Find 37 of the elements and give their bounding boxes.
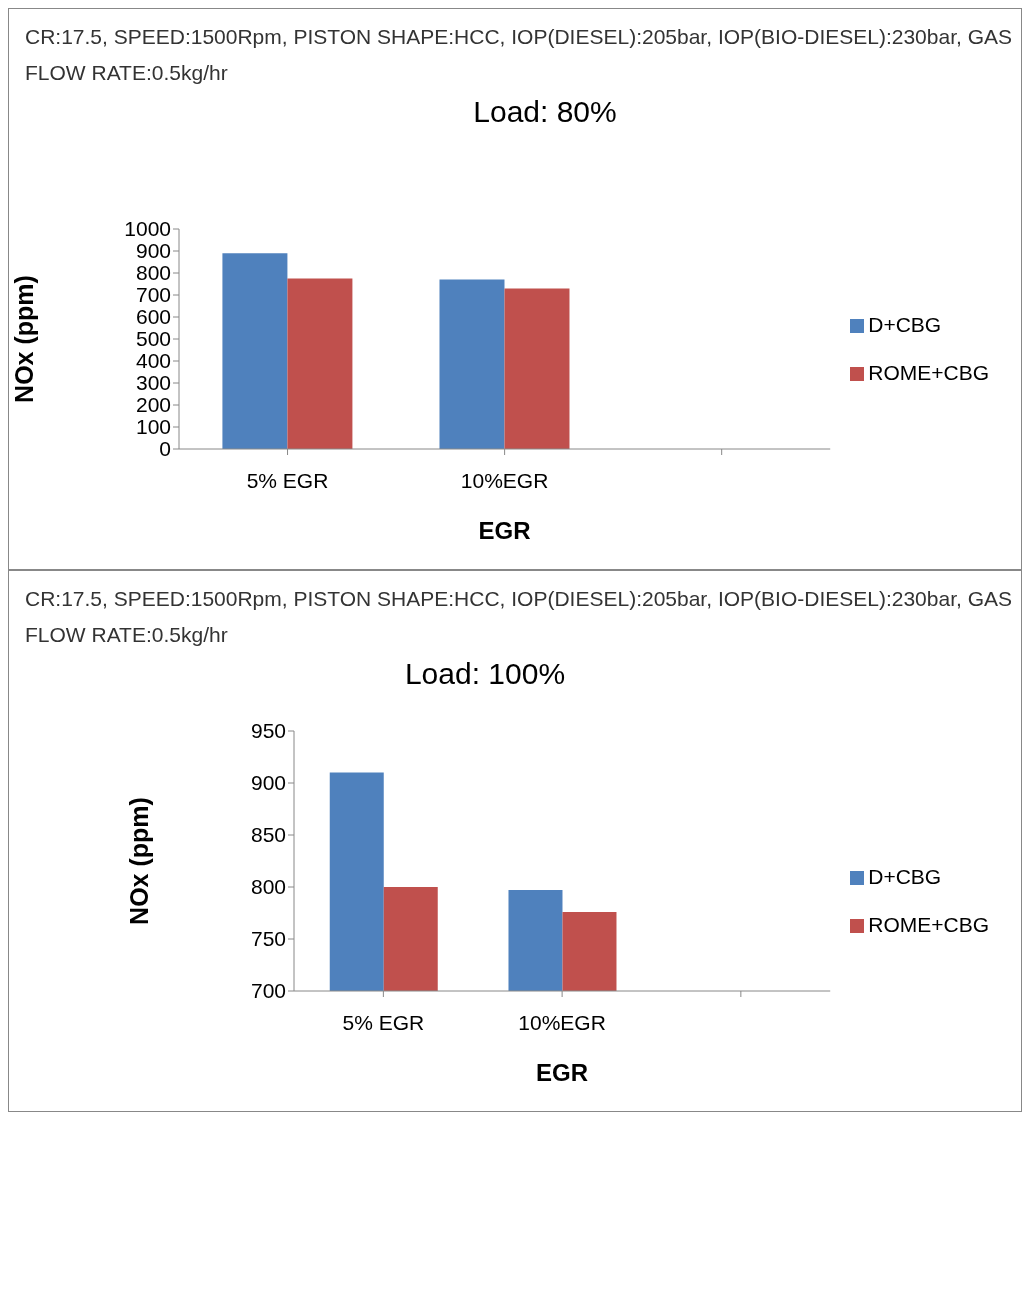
y-tick-label: 500 <box>135 327 171 351</box>
y-tick-label: 400 <box>135 349 171 373</box>
y-tick-label: 0 <box>159 437 171 461</box>
bar <box>439 279 505 449</box>
y-tick-label: 850 <box>250 823 286 847</box>
y-tick-label: 700 <box>135 283 171 307</box>
y-tick-label: 600 <box>135 305 171 329</box>
bar <box>287 278 353 449</box>
y-tick-label: 900 <box>135 239 171 263</box>
bar <box>222 253 288 449</box>
y-tick-label: 100 <box>135 415 171 439</box>
y-tick-label: 800 <box>250 875 286 899</box>
y-tick-label: 900 <box>250 771 286 795</box>
legend-label: ROME+CBG <box>868 361 989 384</box>
x-axis-title: EGR <box>478 517 531 544</box>
y-tick-label: 1000 <box>124 217 171 241</box>
chart-title: Load: 100% <box>403 657 567 691</box>
y-axis-title: NOx (ppm) <box>9 275 38 403</box>
y-tick-label: 800 <box>135 261 171 285</box>
legend-label: D+CBG <box>868 313 942 336</box>
y-tick-label: 200 <box>135 393 171 417</box>
x-tick-label: 10%EGR <box>460 468 549 492</box>
x-axis-title: EGR <box>536 1059 589 1086</box>
y-tick-label: 950 <box>250 719 286 743</box>
bar <box>504 288 570 449</box>
y-axis-title: NOx (ppm) <box>124 797 153 925</box>
chart-subtitle: CR:17.5, SPEED:1500Rpm, PISTON SHAPE:HCC, IOP(DIESEL):205bar, IOP(BIO-DIESEL):230bar, GAS FLOW RATE:0.5kg/hr <box>24 24 1013 86</box>
y-tick-label: 750 <box>250 927 286 951</box>
y-tick-label: 700 <box>250 979 286 1003</box>
legend-label: D+CBG <box>868 865 942 888</box>
y-tick-label: 300 <box>135 371 171 395</box>
x-tick-label: 5% EGR <box>342 1010 425 1034</box>
x-tick-label: 5% EGR <box>246 468 329 492</box>
chart-subtitle: CR:17.5, SPEED:1500Rpm, PISTON SHAPE:HCC, IOP(DIESEL):205bar, IOP(BIO-DIESEL):230bar, GAS FLOW RATE:0.5kg/hr <box>24 586 1013 648</box>
legend-label: ROME+CBG <box>868 913 989 936</box>
chart-title: Load: 80% <box>472 95 618 129</box>
x-tick-label: 10%EGR <box>518 1010 606 1034</box>
